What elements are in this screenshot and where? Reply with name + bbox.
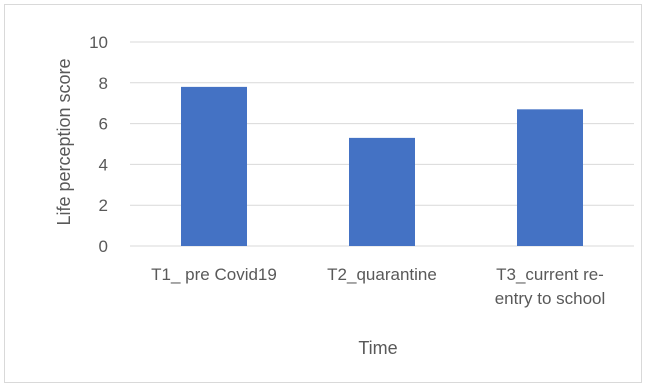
y-axis-ticks: 0 2 4 6 8 10: [89, 33, 108, 256]
y-tick-label: 8: [99, 74, 108, 93]
bar: [349, 137, 415, 246]
x-axis-ticks: T1_ pre Covid19 T2_quarantine T3_current r…: [151, 265, 605, 308]
bar: [181, 86, 247, 246]
y-axis-title: Life perception score: [54, 58, 74, 225]
bar: [517, 109, 583, 246]
y-tick-label: 6: [99, 115, 108, 134]
y-tick-label: 0: [99, 237, 108, 256]
x-tick-label: T1_ pre Covid19: [151, 265, 277, 284]
bars: [181, 86, 583, 246]
x-tick-label: T2_quarantine: [327, 265, 437, 284]
y-tick-label: 2: [99, 196, 108, 215]
x-tick-label: entry to school: [495, 289, 606, 308]
y-tick-label: 10: [89, 33, 108, 52]
x-tick-label: T3_current re-: [496, 265, 604, 284]
y-tick-label: 4: [99, 155, 108, 174]
x-axis-title: Time: [358, 338, 397, 358]
